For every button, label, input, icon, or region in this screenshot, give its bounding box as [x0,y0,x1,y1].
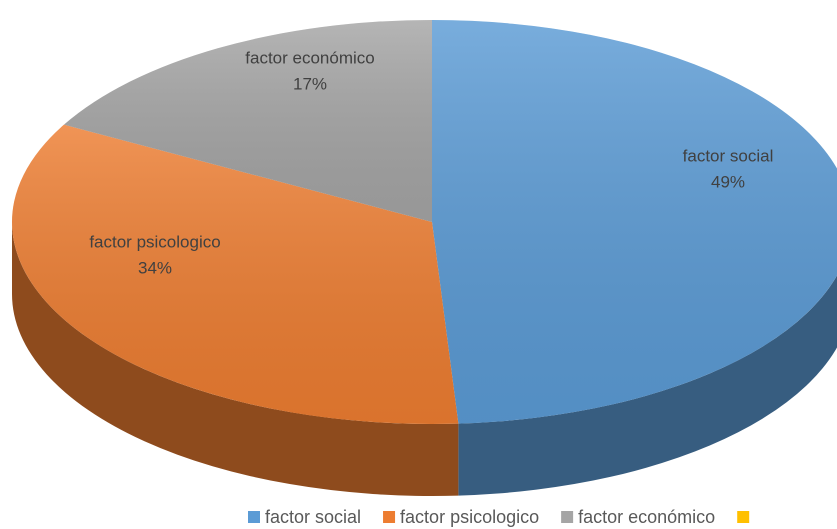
data-label-name: factor social [683,146,774,165]
data-label: 49% [711,172,745,191]
legend: factor social factor psicologico factor ec… [248,507,750,527]
pie-side [458,275,837,496]
legend-swatch [737,511,750,523]
data-label: 34% [138,258,172,277]
legend-swatch [383,511,396,523]
pie-sides [12,222,837,497]
pie-side [12,222,459,497]
data-labels: factor social 49% factor psicologico 34% fac… [89,48,773,277]
legend-swatch [248,511,260,523]
legend-label: factor económico [578,507,715,527]
data-label: 17% [293,74,327,93]
data-label-name: factor psicologico [89,232,220,251]
legend-swatch [561,511,574,523]
legend-label: factor psicologico [400,507,539,527]
legend-label: factor social [265,507,361,527]
data-label-name: factor económico [245,48,374,67]
pie-tops [11,20,837,425]
